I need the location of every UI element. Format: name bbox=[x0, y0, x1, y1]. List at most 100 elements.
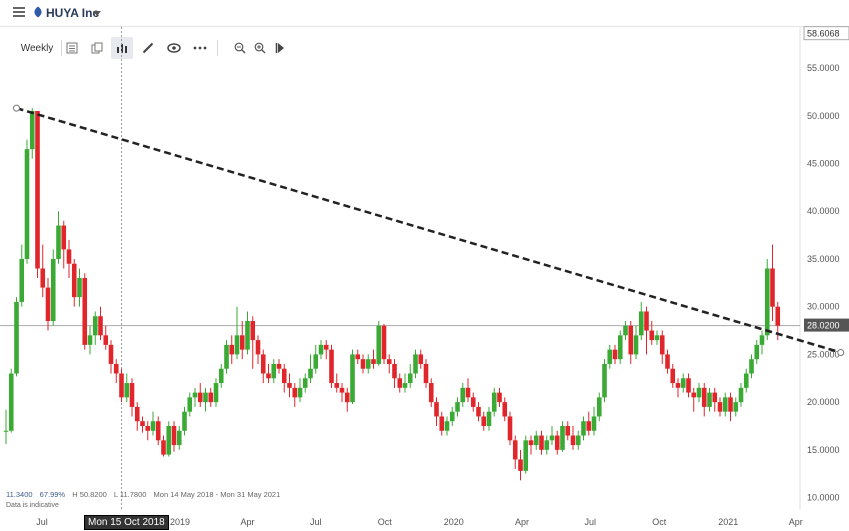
candle bbox=[486, 406, 492, 431]
candle-body bbox=[40, 268, 46, 288]
candle-body bbox=[759, 335, 765, 345]
candle bbox=[239, 321, 245, 360]
interval-selector[interactable]: Weekly bbox=[20, 42, 54, 54]
candle bbox=[82, 273, 88, 350]
candle-body bbox=[360, 359, 366, 369]
candle bbox=[455, 397, 460, 417]
top-bar: HUYA Inc bbox=[0, 0, 849, 27]
candle bbox=[759, 330, 765, 355]
candle bbox=[628, 321, 634, 364]
dropdown-icon[interactable] bbox=[93, 11, 101, 16]
candle bbox=[539, 430, 544, 455]
candle bbox=[428, 378, 434, 407]
candle-body bbox=[539, 435, 544, 450]
candle bbox=[596, 392, 602, 422]
candle bbox=[108, 340, 114, 374]
candle bbox=[176, 426, 182, 450]
candle-body bbox=[266, 373, 271, 379]
candle-body bbox=[586, 421, 592, 431]
candle-body bbox=[98, 316, 103, 336]
candle-body bbox=[434, 402, 439, 417]
candle-body bbox=[518, 459, 523, 471]
draw-icon[interactable] bbox=[137, 37, 159, 59]
candle-body bbox=[344, 392, 350, 403]
high-value: H 50.8200 bbox=[72, 490, 107, 499]
candle bbox=[743, 368, 749, 393]
calculator-icon[interactable] bbox=[61, 37, 83, 59]
candle bbox=[470, 392, 476, 412]
candle bbox=[24, 139, 30, 264]
candle-body bbox=[764, 268, 770, 336]
candle bbox=[491, 387, 497, 417]
price-tick-label: 30.0000 bbox=[807, 302, 840, 312]
toolbar-divider bbox=[61, 40, 62, 56]
play-back-icon[interactable] bbox=[269, 37, 291, 59]
candle bbox=[507, 411, 513, 446]
candle-body bbox=[439, 416, 445, 431]
candle bbox=[728, 392, 733, 422]
candle-body bbox=[82, 278, 88, 345]
eye-icon[interactable] bbox=[163, 37, 185, 59]
candle bbox=[460, 383, 466, 407]
candle-body bbox=[66, 249, 72, 264]
candle-body bbox=[150, 421, 156, 431]
symbol-name[interactable]: HUYA Inc bbox=[46, 6, 100, 20]
candle-body bbox=[665, 354, 670, 369]
candle-body bbox=[213, 383, 219, 403]
candle bbox=[701, 383, 707, 417]
candle-body bbox=[45, 287, 51, 321]
candle-body bbox=[260, 354, 266, 374]
candle bbox=[187, 392, 193, 417]
candle-body bbox=[250, 321, 256, 341]
candle bbox=[518, 449, 523, 481]
candle bbox=[392, 359, 397, 388]
date-tick-label: Jul bbox=[36, 517, 48, 527]
candle bbox=[140, 416, 145, 433]
candle bbox=[61, 220, 67, 269]
candle bbox=[533, 430, 539, 450]
candle bbox=[171, 421, 177, 452]
more-icon[interactable] bbox=[189, 37, 211, 59]
candle-body bbox=[56, 225, 61, 259]
zoom-out-icon[interactable] bbox=[229, 37, 251, 59]
compare-icon[interactable] bbox=[86, 37, 108, 59]
candle bbox=[691, 387, 697, 412]
candle bbox=[166, 421, 172, 457]
candle bbox=[271, 359, 277, 384]
price-tick-label: 45.0000 bbox=[807, 159, 840, 169]
candle-body bbox=[255, 340, 261, 355]
candle bbox=[313, 344, 319, 374]
candle-body bbox=[533, 435, 539, 446]
candle bbox=[323, 340, 329, 360]
trend-line-end-handle bbox=[837, 349, 845, 356]
toolbar-divider bbox=[217, 40, 218, 56]
candle-body bbox=[8, 373, 14, 431]
candle-body bbox=[302, 378, 308, 388]
candle bbox=[717, 397, 723, 417]
candle-body bbox=[696, 387, 702, 398]
zoom-in-icon[interactable] bbox=[249, 37, 271, 59]
candle bbox=[360, 354, 366, 374]
candle-body bbox=[638, 311, 644, 336]
candle-body bbox=[754, 344, 760, 360]
candle-body bbox=[108, 344, 114, 364]
candle bbox=[124, 373, 130, 403]
candle-body bbox=[323, 344, 329, 350]
menu-icon[interactable] bbox=[13, 7, 25, 17]
candle bbox=[113, 359, 119, 384]
candle-body bbox=[187, 397, 193, 412]
date-tick-label: Apr bbox=[789, 517, 803, 527]
candle bbox=[465, 378, 471, 403]
candle bbox=[182, 406, 187, 436]
candle-body bbox=[644, 311, 649, 331]
candle bbox=[276, 359, 282, 374]
candle bbox=[281, 363, 287, 393]
candle bbox=[770, 244, 775, 321]
candle bbox=[696, 383, 702, 403]
candle bbox=[197, 383, 203, 407]
candle-body bbox=[381, 325, 387, 360]
candle-body bbox=[297, 387, 303, 398]
price-tick-label: 35.0000 bbox=[807, 254, 840, 264]
candle-body bbox=[119, 373, 124, 398]
